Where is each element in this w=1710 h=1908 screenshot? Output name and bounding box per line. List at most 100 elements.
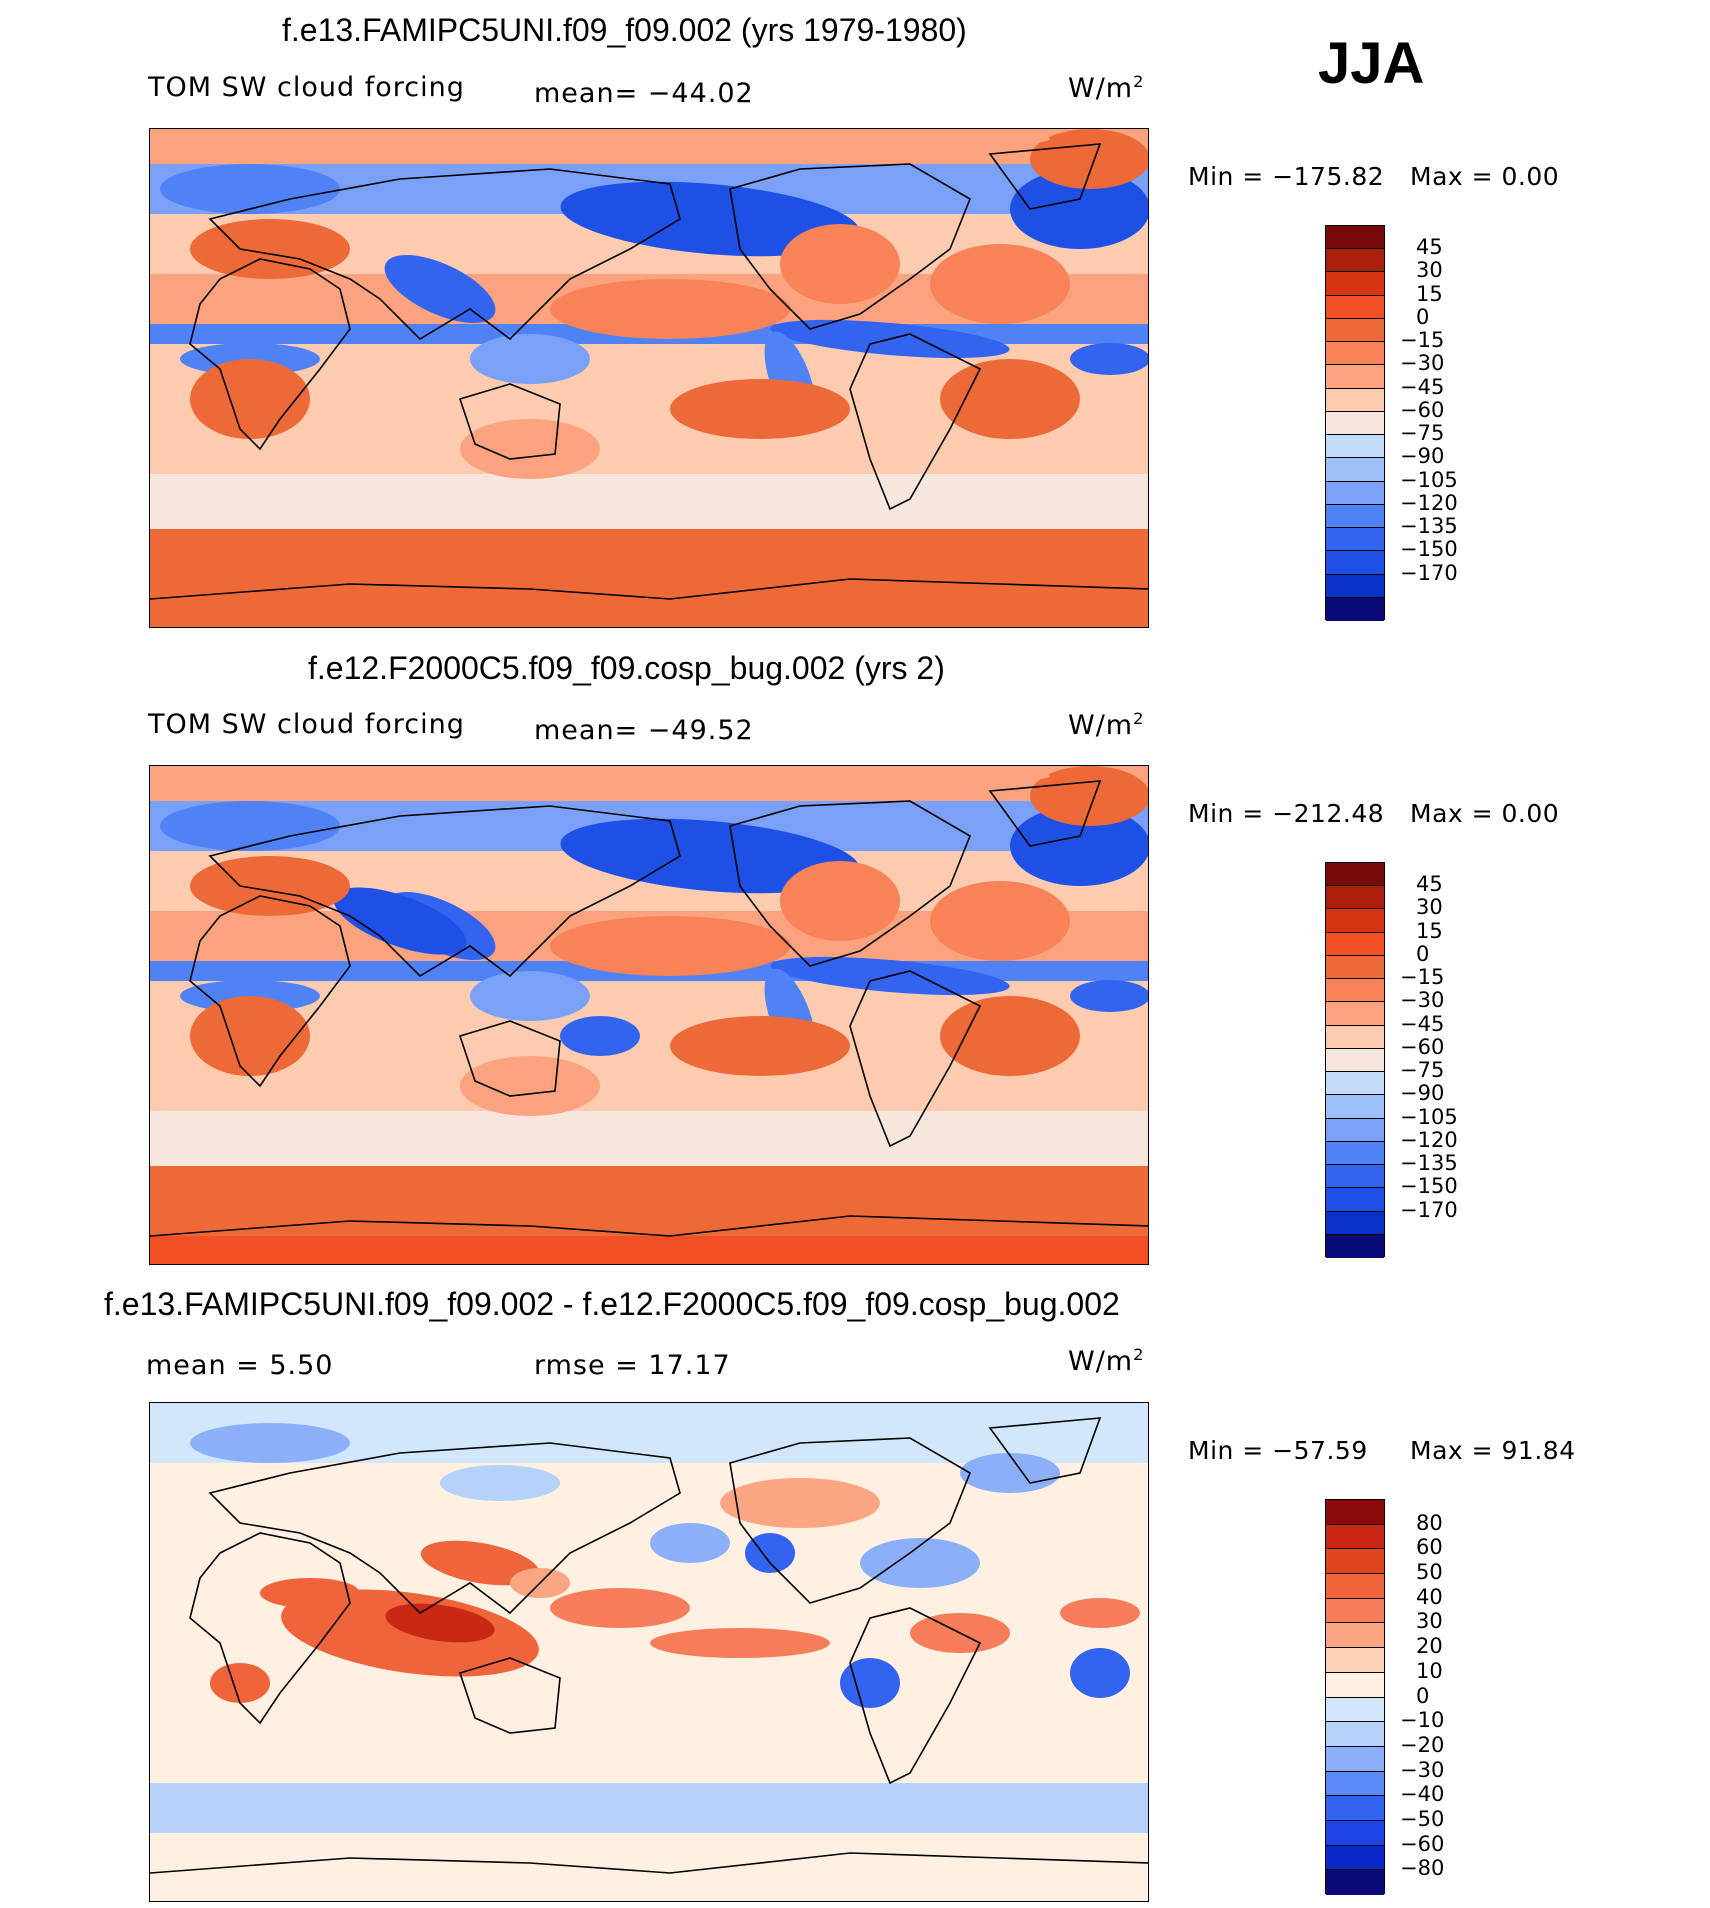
field-blob [190, 996, 310, 1076]
field-blob [160, 164, 340, 214]
colorbar-tick-label: −170 [1400, 1197, 1458, 1222]
colorbar-tick-label: −50 [1400, 1806, 1445, 1831]
panel-2-mean-label: mean= −49.52 [534, 715, 754, 746]
colorbar-tick-label: 0 [1416, 941, 1430, 966]
field-blob [1030, 766, 1148, 826]
panel-2-max-label: Max = 0.00 [1410, 799, 1560, 828]
field-blob [720, 1478, 880, 1528]
coastline [729, 800, 971, 967]
colorbar-tick-label: 0 [1416, 1683, 1430, 1708]
colorbar-tick-label: −120 [1400, 490, 1458, 515]
colorbar-tick-label: −45 [1400, 1011, 1445, 1036]
colorbar-swatch [1326, 1574, 1384, 1599]
field-blob [650, 1523, 730, 1563]
coastline [729, 163, 971, 330]
panel-3-rmse-label: rmse = 17.17 [534, 1350, 731, 1381]
colorbar-tick-label: −60 [1400, 1034, 1445, 1059]
field-blob [210, 1663, 270, 1703]
panel-3-colorbar [1325, 1499, 1385, 1895]
field-blob [1070, 1648, 1130, 1698]
colorbar-tick-label: −60 [1400, 397, 1445, 422]
field-blob [550, 1588, 690, 1628]
panel-2-map [149, 765, 1149, 1265]
colorbar-swatch [1326, 1048, 1384, 1073]
colorbar-swatch [1326, 1870, 1384, 1895]
panel-2-title: f.e12.F2000C5.f09_f09.cosp_bug.002 (yrs … [308, 650, 945, 686]
colorbar-swatch [1326, 1697, 1384, 1723]
field-blob [930, 244, 1070, 324]
colorbar-tick-label: −150 [1400, 1174, 1458, 1199]
panel-2-units: W/m2 [1068, 709, 1145, 741]
field-blob [250, 129, 1050, 154]
coastline [458, 383, 561, 460]
field-blob [745, 1533, 795, 1573]
colorbar-swatch [1326, 388, 1384, 412]
colorbar-swatch [1326, 1845, 1384, 1871]
colorbar-tick-label: 30 [1416, 895, 1443, 920]
colorbar-tick-label: 0 [1416, 304, 1430, 329]
colorbar-swatch [1326, 932, 1384, 956]
colorbar-tick-label: 40 [1416, 1584, 1443, 1609]
field-blob [460, 419, 600, 479]
colorbar-swatch [1326, 1095, 1384, 1119]
panel-1-map [149, 128, 1149, 628]
field-blob [470, 971, 590, 1021]
colorbar-swatch [1326, 1746, 1384, 1772]
panel-2-min-label: Min = −212.48 [1188, 799, 1385, 828]
colorbar-swatch [1326, 481, 1384, 505]
coastline [189, 895, 351, 1088]
coastline [458, 1657, 561, 1734]
coastline [189, 258, 351, 451]
colorbar-tick-label: −60 [1400, 1831, 1445, 1856]
colorbar-swatch [1326, 249, 1384, 273]
colorbar-tick-label: −30 [1400, 1757, 1445, 1782]
colorbar-tick-label: −150 [1400, 537, 1458, 562]
coastline [849, 333, 982, 511]
colorbar-swatch [1326, 1672, 1384, 1698]
colorbar-tick-label: −15 [1400, 328, 1445, 353]
field-blob [550, 279, 790, 339]
coastline [150, 1852, 1148, 1874]
panel-1-units: W/m2 [1068, 72, 1145, 104]
colorbar-tick-label: 45 [1416, 872, 1443, 897]
colorbar-tick-label: 20 [1416, 1634, 1443, 1659]
colorbar-swatch [1326, 1623, 1384, 1649]
field-blob [250, 766, 1050, 791]
field-blob [1010, 169, 1148, 249]
field-band [150, 1833, 1148, 1901]
field-blob [333, 887, 467, 955]
colorbar-tick-label: −80 [1400, 1856, 1445, 1881]
colorbar-swatch [1326, 1820, 1384, 1846]
colorbar-swatch [1326, 597, 1384, 621]
colorbar-tick-label: −75 [1400, 1058, 1445, 1083]
coastline [150, 1215, 1148, 1237]
colorbar-swatch [1326, 435, 1384, 459]
field-band [150, 1111, 1148, 1166]
field-blob [470, 334, 590, 384]
season-label: JJA [1318, 31, 1425, 96]
colorbar-swatch [1326, 551, 1384, 575]
colorbar-swatch [1326, 1234, 1384, 1258]
field-blob [560, 818, 860, 894]
colorbar-swatch [1326, 1025, 1384, 1049]
colorbar-swatch [1326, 226, 1384, 250]
colorbar-swatch [1326, 504, 1384, 529]
colorbar-swatch [1326, 458, 1384, 482]
field-blob [780, 861, 900, 941]
field-blob [560, 181, 860, 257]
panel-2-colorbar [1325, 862, 1385, 1258]
field-blob [260, 1578, 360, 1608]
colorbar-swatch [1326, 1549, 1384, 1575]
panel-1-min-label: Min = −175.82 [1188, 162, 1385, 191]
colorbar-swatch [1326, 979, 1384, 1003]
colorbar-swatch [1326, 295, 1384, 319]
coastline [849, 1607, 982, 1785]
field-blob [420, 1540, 540, 1586]
colorbar-swatch [1326, 318, 1384, 343]
panel-1-field [150, 129, 1148, 627]
panel-3-mean-label: mean = 5.50 [146, 1350, 334, 1381]
field-blob [940, 359, 1080, 439]
colorbar-swatch [1326, 1118, 1384, 1142]
colorbar-swatch [1326, 365, 1384, 389]
field-blob [440, 1465, 560, 1501]
